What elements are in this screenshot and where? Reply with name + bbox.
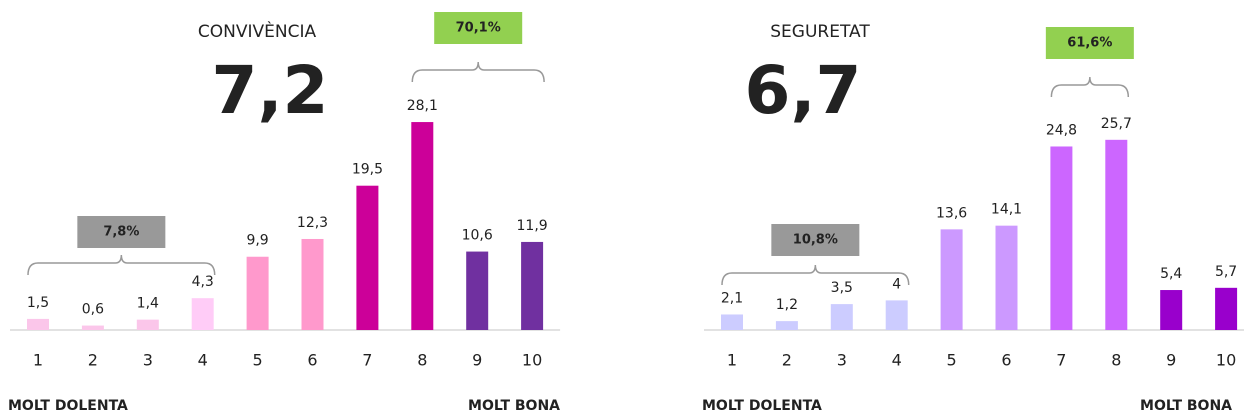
- bar: [775, 321, 798, 330]
- chart-title: CONVIVÈNCIA: [198, 20, 317, 42]
- x-tick-label: 1: [727, 351, 737, 370]
- x-tick-label: 10: [1216, 351, 1236, 370]
- bar: [885, 300, 908, 330]
- value-label: 9,9: [246, 233, 268, 249]
- bar: [466, 251, 489, 330]
- bar: [721, 314, 743, 330]
- bar: [246, 256, 269, 330]
- bar: [136, 319, 159, 330]
- value-label: 5,4: [1160, 266, 1182, 282]
- x-tick-label: 6: [1001, 351, 1011, 370]
- bar: [940, 229, 963, 330]
- value-label: 28,1: [407, 98, 438, 114]
- x-tick-label: 2: [88, 351, 98, 370]
- bracket: [27, 254, 216, 276]
- value-label: 1,5: [27, 295, 49, 311]
- bar: [1215, 287, 1238, 330]
- x-tick-label: 2: [782, 351, 792, 370]
- x-tick-label: 10: [522, 351, 542, 370]
- value-label: 11,9: [517, 218, 548, 234]
- bar: [521, 241, 544, 330]
- bar: [411, 122, 434, 330]
- value-label: 4,3: [192, 274, 214, 290]
- annotation-box: [771, 224, 860, 256]
- x-start-label: MOLT DOLENTA: [702, 398, 822, 414]
- bar: [356, 185, 379, 330]
- bar: [995, 225, 1018, 330]
- bar: [1160, 290, 1183, 330]
- x-tick-label: 7: [362, 351, 372, 370]
- annotation-label: 70,1%: [456, 21, 501, 36]
- bar: [1050, 146, 1073, 330]
- value-label: 3,5: [831, 280, 853, 296]
- x-tick-label: 5: [253, 351, 263, 370]
- bar: [27, 318, 49, 330]
- x-end-label: MOLT BONA: [1140, 398, 1232, 414]
- value-label: 24,8: [1046, 122, 1077, 138]
- value-label: 19,5: [352, 162, 383, 178]
- value-label: 1,2: [776, 297, 798, 313]
- value-label: 2,1: [721, 290, 743, 306]
- score: 7,2: [212, 52, 329, 129]
- annotation-box: [434, 12, 523, 44]
- annotation-label: 10,8%: [793, 233, 838, 248]
- x-tick-label: 4: [198, 351, 208, 370]
- value-label: 0,6: [82, 302, 104, 318]
- x-tick-label: 5: [947, 351, 957, 370]
- x-tick-label: 4: [892, 351, 902, 370]
- x-tick-label: 9: [472, 351, 482, 370]
- value-label: 25,7: [1101, 116, 1132, 132]
- x-tick-label: 7: [1056, 351, 1066, 370]
- value-label: 12,3: [297, 215, 328, 231]
- x-tick-label: 3: [143, 351, 153, 370]
- x-end-label: MOLT BONA: [468, 398, 560, 414]
- bracket: [721, 264, 910, 286]
- score: 6,7: [745, 52, 862, 129]
- bar: [191, 298, 214, 330]
- x-tick-label: 3: [837, 351, 847, 370]
- chart-title: SEGURETAT: [770, 22, 870, 42]
- value-label: 14,1: [991, 202, 1022, 218]
- x-tick-label: 8: [417, 351, 427, 370]
- annotation-label: 61,6%: [1067, 36, 1112, 51]
- value-label: 13,6: [936, 205, 967, 221]
- value-label: 5,7: [1215, 264, 1237, 280]
- bar: [81, 325, 104, 330]
- annotation-label: 7,8%: [103, 225, 139, 240]
- x-start-label: MOLT DOLENTA: [8, 398, 128, 414]
- bracket: [411, 61, 545, 83]
- x-tick-label: 1: [33, 351, 43, 370]
- value-label: 1,4: [137, 296, 159, 312]
- x-tick-label: 8: [1111, 351, 1121, 370]
- bracket: [1050, 76, 1130, 98]
- x-tick-label: 9: [1166, 351, 1176, 370]
- bar: [830, 304, 853, 330]
- value-label: 10,6: [462, 228, 493, 244]
- annotation-box: [77, 216, 166, 248]
- bar: [301, 238, 324, 330]
- annotation-box: [1045, 27, 1134, 59]
- bar: [1105, 139, 1128, 330]
- value-label: 4: [892, 276, 901, 292]
- x-tick-label: 6: [307, 351, 317, 370]
